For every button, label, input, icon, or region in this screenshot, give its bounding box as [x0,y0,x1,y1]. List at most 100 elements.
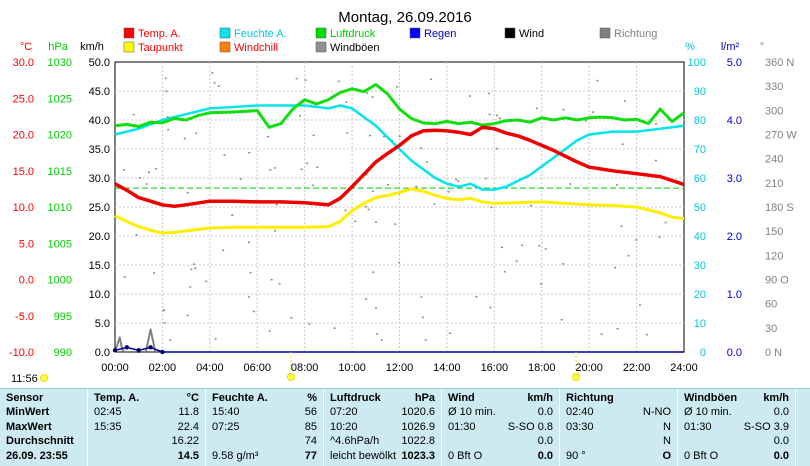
direction-dot [655,123,658,125]
summary-temp-col: Temp. A. °C 02:45 11.8 15:35 22.4 16.22 14.… [88,389,206,466]
direction-dot [620,225,623,227]
temp-tick-label: -10.0 [9,347,34,359]
temp-tick-label: 5.0 [19,238,34,250]
dir-degrees: 90 ° [566,449,586,462]
kmh-tick-label: 10.0 [89,289,110,301]
temp-min-value: 11.8 [178,406,199,418]
pct-tick-label: 20 [694,289,706,301]
pct-tick-label: 80 [694,115,706,127]
temp-unit: °C [186,392,199,404]
legend-swatch [504,27,516,39]
legend-swatch [315,41,327,53]
legend-swatch [219,41,231,53]
pres-avg-value: 1022.8 [401,435,435,447]
pres-max-time: 10:20 [330,420,358,433]
dir-min-time: 02:40 [566,406,594,418]
direction-dot [614,266,617,269]
dir-tick-label: 90 O [765,275,789,287]
direction-dot [365,173,368,176]
direction-dot [354,220,357,223]
dir-header: Richtung [566,392,614,404]
direction-dot [616,184,619,186]
legend-label: Taupunkt [138,42,183,54]
direction-dot [371,96,374,98]
temp-tick-label: 25.0 [13,93,34,105]
row-label-avg: Durchschnitt [6,435,74,447]
direction-dot [274,230,277,232]
direction-dot [562,108,565,111]
hpa-tick-label: 1015 [48,166,72,178]
direction-dot [394,223,397,225]
direction-dot [398,261,401,264]
direction-dot [627,255,630,257]
direction-dot [521,244,524,247]
x-tick-label: 16:00 [481,362,509,374]
x-tick-label: 18:00 [528,362,556,374]
direction-dot [346,132,349,134]
x-tick-label: 10:00 [338,362,366,374]
kmh-tick-label: 15.0 [89,260,110,272]
hpa-tick-label: 1000 [48,275,72,287]
direction-dot [569,183,572,185]
direction-dot [503,271,506,273]
direction-dot [425,161,428,163]
dir-tick-label: 120 [765,250,783,262]
direction-dot [455,178,458,181]
direction-dot [300,168,303,171]
dir-tick-label: 60 [765,299,777,311]
direction-dot [396,86,399,88]
row-label-current: 26.09. 23:55 [6,449,68,462]
gust-bft: 0 Bft O [684,449,719,462]
direction-dot [596,79,599,82]
direction-dot [376,333,379,335]
rain-tick-label: 0.0 [727,347,742,359]
kmh-tick-label: 30.0 [89,173,110,185]
wind-direction-marks [122,72,667,341]
legend-label: Regen [424,28,456,40]
pct-tick-label: 40 [694,231,706,243]
direction-dot [190,268,193,271]
wind-bft: 0 Bft O [448,449,483,462]
summary-sensor-col: Sensor MinWert MaxWert Durchschnitt 26.0… [0,389,88,466]
pres-trend: ^4.6hPa/h [330,435,380,447]
pct-tick-label: 50 [694,202,706,214]
direction-dot [447,191,450,193]
direction-dot [538,244,541,247]
direction-dot [592,111,595,113]
direction-dot [501,246,504,249]
legend-label: Windböen [330,42,380,54]
dir-tick-label: 270 W [765,130,797,142]
direction-dot [304,79,307,81]
wind-unit: km/h [527,392,553,404]
sun-icon [40,374,48,382]
hpa-unit-label: hPa [48,41,68,53]
dir-tick-label: 210 [765,178,783,190]
direction-dot [132,113,135,116]
kmh-tick-label: 25.0 [89,202,110,214]
direction-dot [420,147,423,149]
legend-swatch [219,27,231,39]
direction-dot [333,327,336,329]
hum-header: Feuchte A. [212,392,268,404]
direction-dot [290,317,293,319]
hpa-tick-label: 1030 [48,57,72,69]
direction-dot [535,107,538,110]
pct-tick-label: 70 [694,144,706,156]
direction-dot [192,263,195,265]
direction-dot [122,169,125,171]
temp-tick-label: 15.0 [13,166,34,178]
direction-dot [495,147,498,150]
kmh-tick-label: 5.0 [95,318,110,330]
direction-dot [372,271,375,273]
direction-dot [415,185,418,188]
x-tick-label: 20:00 [575,362,603,374]
x-tick-label: 04:00 [196,362,224,374]
axis-tick-labels: 30.025.020.015.010.05.00.0-5.0-10.010301… [9,57,797,385]
temp-max-value: 22.4 [177,420,199,433]
x-tick-label: 06:00 [243,362,271,374]
direction-dot [374,307,377,310]
pct-unit-label: % [685,41,695,53]
dir-tick-label: 30 [765,323,777,335]
direction-dot [295,77,298,80]
rain-tick-label: 1.0 [727,289,742,301]
